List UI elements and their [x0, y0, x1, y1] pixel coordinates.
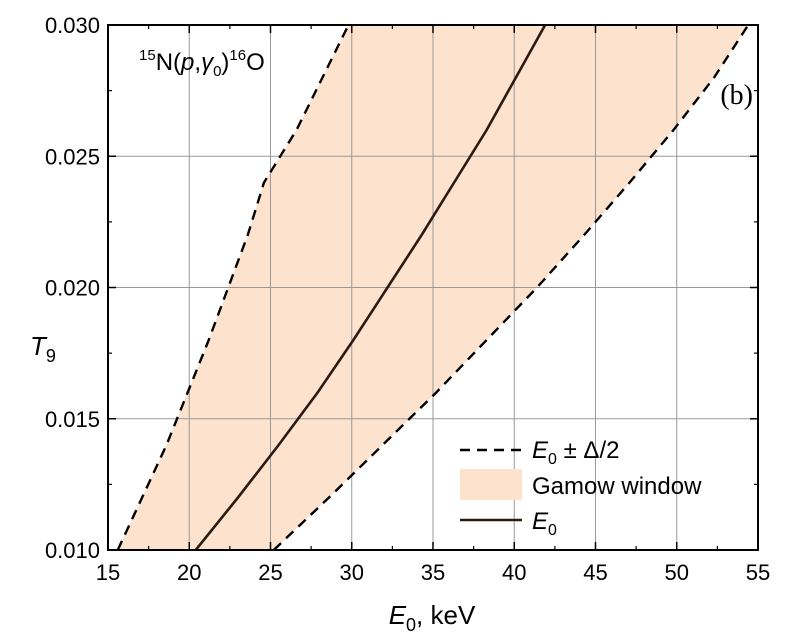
y-tick-label: 0.010 — [45, 538, 100, 563]
reaction-label: 15N(p,γ0)16O — [139, 47, 265, 80]
legend-swatch-window — [460, 469, 522, 500]
y-tick-label: 0.025 — [45, 144, 100, 169]
panel-label: (b) — [720, 80, 753, 111]
y-tick-label: 0.020 — [45, 276, 100, 301]
x-axis-title: E0, keV — [389, 600, 476, 635]
e0-center-line — [194, 25, 547, 550]
x-tick-label: 55 — [746, 560, 770, 585]
grid-lines — [108, 25, 758, 550]
upper-bound-line — [272, 25, 750, 550]
x-tick-label: 35 — [421, 560, 445, 585]
x-tick-label: 40 — [502, 560, 526, 585]
x-tick-label: 20 — [177, 560, 201, 585]
y-tick-label: 0.030 — [45, 13, 100, 38]
axis-ticks — [107, 24, 759, 551]
legend-label-center: E0 — [532, 508, 557, 539]
x-tick-labels: 15 20 25 30 35 40 45 50 55 — [96, 560, 770, 585]
x-tick-label: 45 — [583, 560, 607, 585]
legend-label-bounds: E0 ± Δ/2 — [532, 437, 619, 468]
legend-label-window: Gamow window — [532, 473, 702, 500]
legend: E0 ± Δ/2 Gamow window E0 — [460, 437, 702, 539]
x-tick-label: 50 — [665, 560, 689, 585]
y-tick-labels: 0.010 0.015 0.020 0.025 0.030 — [45, 13, 100, 563]
x-tick-label: 25 — [258, 560, 282, 585]
x-tick-label: 30 — [340, 560, 364, 585]
y-axis-title: T9 — [30, 331, 56, 366]
x-tick-label: 15 — [96, 560, 120, 585]
y-tick-label: 0.015 — [45, 407, 100, 432]
lower-bound-line — [116, 25, 350, 550]
